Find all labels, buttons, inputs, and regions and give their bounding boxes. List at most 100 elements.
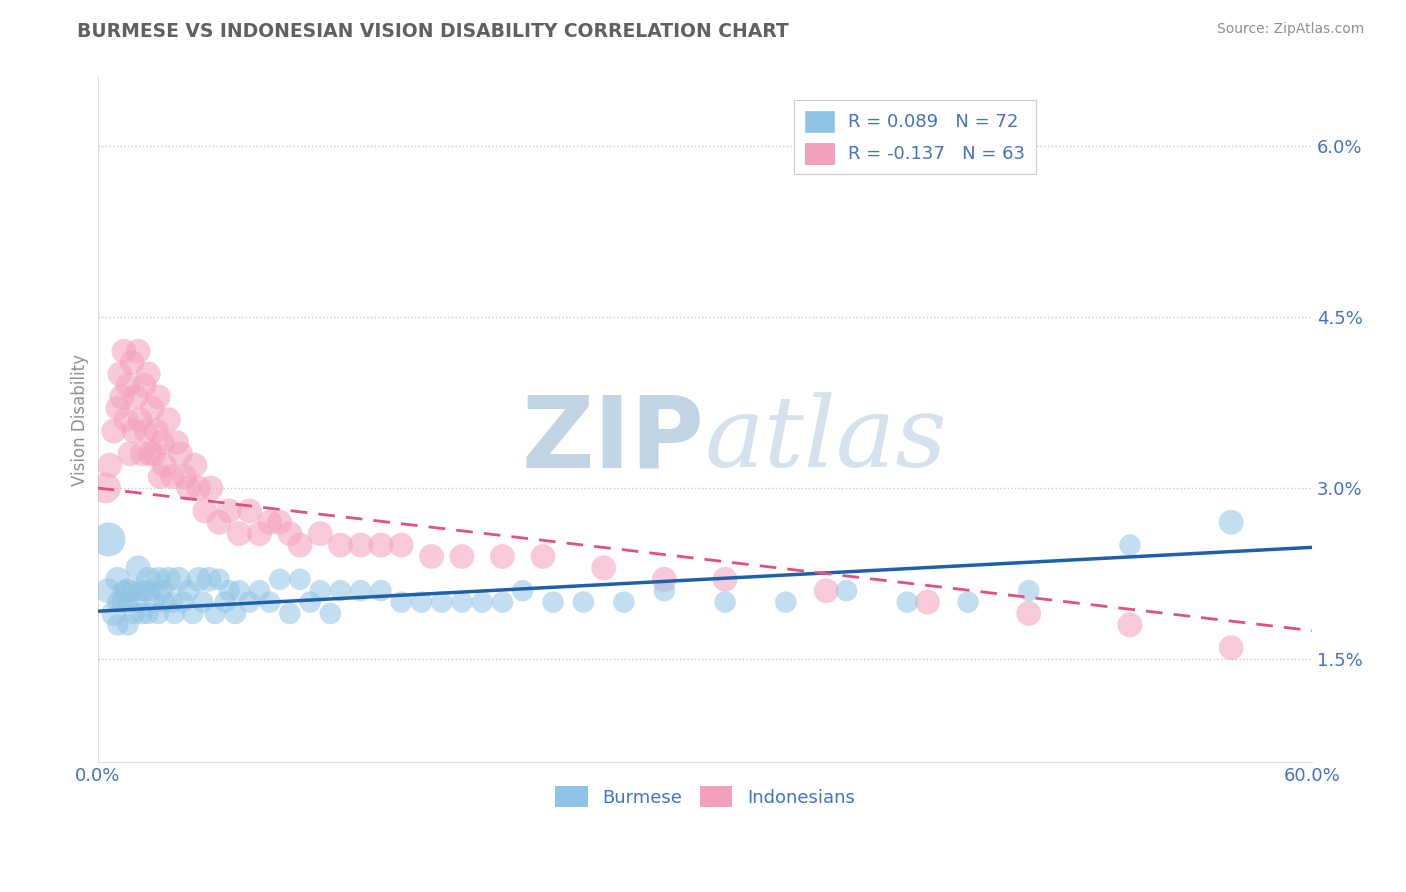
Point bbox=[139, 583, 162, 598]
Point bbox=[162, 595, 184, 609]
Point bbox=[309, 526, 332, 541]
Point bbox=[956, 595, 979, 609]
Point bbox=[512, 583, 534, 598]
Point bbox=[118, 447, 141, 461]
Point bbox=[278, 607, 301, 621]
Point bbox=[430, 595, 453, 609]
Point bbox=[249, 583, 271, 598]
Point bbox=[204, 607, 226, 621]
Point bbox=[370, 583, 392, 598]
Text: ZIP: ZIP bbox=[522, 392, 704, 489]
Point bbox=[143, 447, 166, 461]
Point bbox=[136, 367, 159, 381]
Point bbox=[329, 583, 352, 598]
Point bbox=[299, 595, 322, 609]
Point bbox=[131, 447, 153, 461]
Point bbox=[194, 504, 217, 518]
Point bbox=[420, 549, 443, 564]
Point bbox=[150, 583, 173, 598]
Point bbox=[208, 572, 231, 586]
Point bbox=[162, 469, 184, 483]
Point bbox=[224, 607, 246, 621]
Point bbox=[157, 412, 180, 426]
Point bbox=[107, 572, 129, 586]
Point bbox=[228, 583, 250, 598]
Point bbox=[139, 447, 162, 461]
Point bbox=[134, 583, 156, 598]
Point bbox=[108, 367, 131, 381]
Point bbox=[259, 515, 281, 529]
Point bbox=[177, 481, 200, 495]
Point bbox=[775, 595, 797, 609]
Point bbox=[127, 595, 149, 609]
Point bbox=[654, 583, 676, 598]
Y-axis label: Vision Disability: Vision Disability bbox=[72, 353, 89, 485]
Point bbox=[112, 344, 135, 359]
Point bbox=[1018, 607, 1040, 621]
Text: Source: ZipAtlas.com: Source: ZipAtlas.com bbox=[1216, 22, 1364, 37]
Point bbox=[141, 401, 163, 416]
Point bbox=[127, 561, 149, 575]
Point bbox=[166, 435, 188, 450]
Point bbox=[198, 572, 221, 586]
Point bbox=[98, 458, 121, 473]
Point bbox=[238, 504, 260, 518]
Point bbox=[208, 515, 231, 529]
Point bbox=[269, 515, 291, 529]
Point bbox=[329, 538, 352, 552]
Point bbox=[172, 595, 194, 609]
Point bbox=[153, 595, 176, 609]
Point bbox=[411, 595, 433, 609]
Point bbox=[115, 412, 138, 426]
Point bbox=[309, 583, 332, 598]
Point bbox=[491, 549, 513, 564]
Point bbox=[97, 533, 120, 547]
Point bbox=[129, 412, 152, 426]
Text: BURMESE VS INDONESIAN VISION DISABILITY CORRELATION CHART: BURMESE VS INDONESIAN VISION DISABILITY … bbox=[77, 22, 789, 41]
Point bbox=[136, 607, 159, 621]
Point bbox=[815, 583, 838, 598]
Point bbox=[148, 572, 170, 586]
Point bbox=[714, 572, 737, 586]
Point bbox=[97, 583, 120, 598]
Point bbox=[218, 504, 240, 518]
Point bbox=[94, 481, 117, 495]
Point bbox=[200, 481, 222, 495]
Point bbox=[896, 595, 918, 609]
Point bbox=[148, 390, 170, 404]
Point bbox=[145, 424, 167, 438]
Point bbox=[122, 607, 145, 621]
Point bbox=[451, 549, 474, 564]
Point bbox=[389, 595, 412, 609]
Point bbox=[1119, 618, 1142, 632]
Point bbox=[107, 618, 129, 632]
Point bbox=[111, 390, 134, 404]
Point bbox=[214, 595, 236, 609]
Point bbox=[654, 572, 676, 586]
Point bbox=[835, 583, 858, 598]
Point bbox=[150, 435, 173, 450]
Point bbox=[531, 549, 554, 564]
Point bbox=[121, 355, 143, 369]
Point bbox=[350, 538, 373, 552]
Point bbox=[127, 344, 149, 359]
Point bbox=[249, 526, 271, 541]
Point bbox=[103, 424, 125, 438]
Point bbox=[541, 595, 564, 609]
Point bbox=[129, 583, 152, 598]
Point bbox=[1119, 538, 1142, 552]
Point bbox=[181, 607, 204, 621]
Point bbox=[117, 378, 139, 392]
Point bbox=[350, 583, 373, 598]
Point bbox=[1220, 640, 1243, 655]
Point bbox=[714, 595, 737, 609]
Point bbox=[121, 583, 143, 598]
Point bbox=[491, 595, 513, 609]
Point bbox=[187, 572, 209, 586]
Point bbox=[153, 458, 176, 473]
Point bbox=[370, 538, 392, 552]
Point bbox=[218, 583, 240, 598]
Point bbox=[125, 390, 148, 404]
Point bbox=[238, 595, 260, 609]
Point bbox=[173, 469, 195, 483]
